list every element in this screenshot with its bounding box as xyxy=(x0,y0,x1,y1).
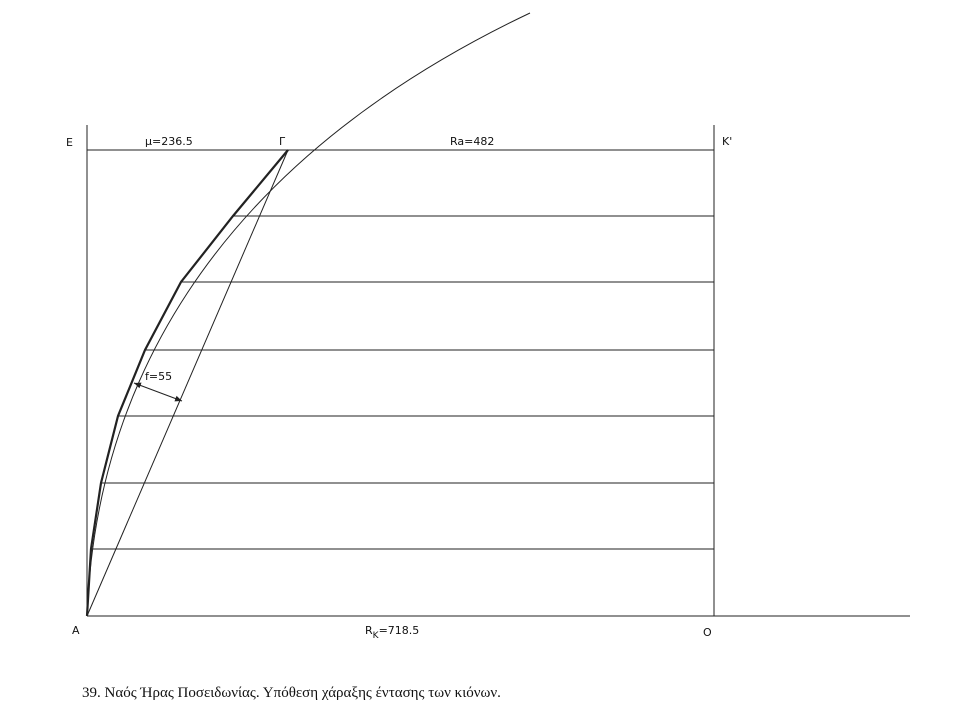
f-dimension xyxy=(133,382,183,402)
point-label: Γ xyxy=(279,135,286,148)
point-label: E xyxy=(66,136,73,149)
dimension-label: μ=236.5 xyxy=(145,135,193,148)
entasis-polyline xyxy=(85,149,289,617)
dimension-label: f=55 xyxy=(145,370,172,383)
arc xyxy=(86,12,531,617)
chord xyxy=(86,149,289,617)
dimension-label: Ra=482 xyxy=(450,135,494,148)
drawing xyxy=(85,12,910,617)
point-label: K' xyxy=(722,135,732,148)
point-label: A xyxy=(72,624,80,637)
point-label: O xyxy=(703,626,712,639)
value: =718.5 xyxy=(379,624,420,637)
caption: 39. Ναός Ήρας Ποσειδωνίας. Υπόθεση χάραξ… xyxy=(82,685,501,701)
subscript: K xyxy=(373,631,380,641)
symbol: R xyxy=(365,624,373,637)
dimension-label: RK=718.5 xyxy=(365,624,419,641)
